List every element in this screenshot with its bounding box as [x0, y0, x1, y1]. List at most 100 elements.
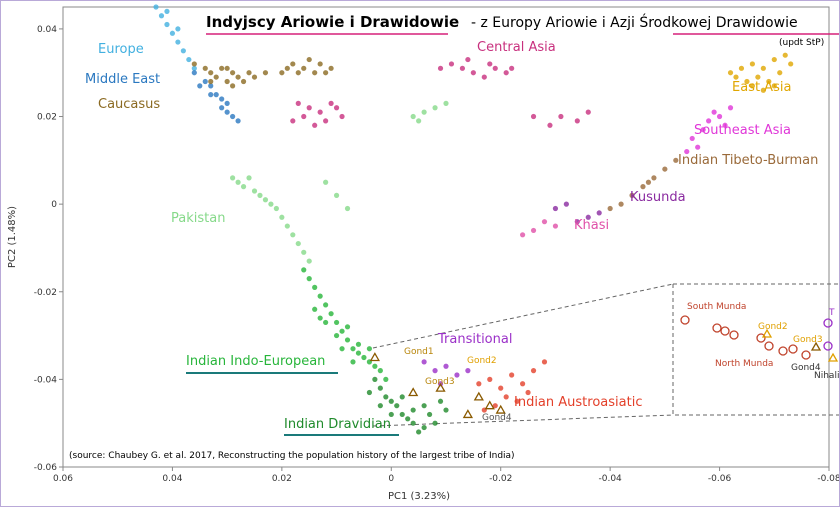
label-kusunda: Kusunda — [630, 190, 686, 205]
scatter-point — [421, 403, 427, 409]
scatter-point — [312, 122, 318, 128]
chart-title-part1: Indyjscy Ariowie i Drawidowie — [206, 13, 459, 31]
scatter-point — [158, 13, 165, 19]
scatter-point — [372, 363, 378, 369]
source-note-bg — [65, 445, 625, 463]
inset-point — [823, 341, 833, 351]
scatter-point — [191, 61, 197, 67]
scatter-point — [509, 65, 515, 71]
scatter-point — [394, 403, 400, 409]
scatter-point — [333, 332, 340, 339]
scatter-point — [421, 359, 427, 365]
scatter-point — [323, 319, 329, 326]
annotation-gond3: Gond3 — [425, 377, 455, 387]
scatter-point — [454, 372, 460, 378]
scatter-point — [328, 65, 334, 71]
y-tick-label: -0.06 — [34, 463, 58, 473]
scatter-point — [520, 381, 526, 387]
scatter-point — [295, 100, 301, 106]
scatter-point — [240, 184, 247, 190]
scatter-point — [224, 109, 230, 115]
x-tick-label: -0.04 — [598, 474, 622, 484]
scatter-point — [640, 184, 646, 190]
label-indian-tibeto-burman: Indian Tibeto-Burman — [678, 153, 818, 168]
scatter-point — [525, 389, 531, 396]
scatter-point — [361, 354, 367, 361]
scatter-point — [246, 70, 252, 76]
scatter-point — [377, 385, 383, 391]
scatter-point — [755, 74, 761, 80]
label-transitional: Transitional — [437, 332, 512, 347]
scatter-point — [366, 346, 372, 352]
scatter-point — [788, 61, 794, 67]
scatter-point — [777, 70, 783, 76]
scatter-point — [240, 78, 247, 85]
scatter-point — [673, 157, 679, 163]
scatter-point — [273, 205, 279, 212]
scatter-point — [366, 389, 372, 396]
scatter-point — [317, 109, 323, 115]
scatter-point — [503, 70, 509, 76]
chart-title-part2: - z Europy Ariowie i Azji Środkowej Draw… — [471, 13, 798, 31]
scatter-point — [405, 416, 411, 422]
scatter-point — [279, 214, 285, 220]
scatter-point — [738, 65, 745, 71]
scatter-point — [224, 100, 230, 106]
scatter-point — [410, 407, 416, 413]
inset-triangle — [761, 328, 773, 338]
x-tick-label: 0 — [388, 474, 394, 484]
scatter-point — [766, 78, 772, 85]
scatter-point — [662, 166, 668, 172]
scatter-point — [323, 70, 329, 76]
scatter-point — [208, 78, 214, 85]
scatter-point — [306, 56, 312, 63]
label-caucasus: Caucasus — [98, 97, 160, 112]
annotation-gond2: Gond2 — [467, 356, 497, 366]
scatter-point — [230, 83, 236, 89]
scatter-point — [208, 92, 214, 98]
label-east-asia: East Asia — [732, 80, 791, 95]
scatter-point — [262, 70, 269, 76]
x-tick-label: 0.04 — [162, 474, 182, 484]
scatter-point — [443, 363, 449, 369]
scatter-point — [219, 65, 225, 71]
x-tick-label: -0.06 — [708, 474, 732, 484]
scatter-point — [514, 398, 520, 404]
scatter-point — [541, 219, 548, 225]
scatter-point — [607, 205, 613, 212]
scatter-point — [312, 306, 318, 312]
scatter-point — [585, 109, 591, 115]
inset-point — [756, 333, 766, 343]
inset-label-gond3: Gond3 — [793, 335, 823, 345]
scatter-point — [251, 188, 258, 194]
scatter-point — [295, 240, 301, 247]
inset-label-nihali: Nihali — [814, 371, 839, 381]
scatter-point — [585, 214, 591, 220]
label-middle-east: Middle East — [85, 72, 160, 87]
scatter-point — [306, 276, 312, 282]
scatter-point — [301, 113, 307, 120]
scatter-point — [443, 100, 449, 106]
x-tick-label: -0.08 — [817, 474, 839, 484]
scatter-point — [645, 179, 652, 185]
x-tick-label: 0.02 — [272, 474, 292, 484]
scatter-point — [437, 65, 444, 71]
y-tick-label: 0.02 — [37, 113, 57, 123]
scatter-point — [689, 135, 695, 142]
scatter-point — [651, 175, 657, 181]
scatter-point — [323, 302, 329, 308]
inset-label-gond4: Gond4 — [791, 363, 821, 373]
axis-ticks: 0.06 0.04 0.02 0 -0.02 -0.04 -0.06 -0.08 0.04 0.0… — [34, 25, 840, 484]
scatter-point — [530, 113, 537, 120]
scatter-point — [213, 92, 219, 98]
scatter-point — [416, 429, 422, 435]
scatter-point — [552, 205, 559, 212]
scatter-point — [279, 70, 285, 76]
scatter-point — [317, 315, 323, 321]
scatter-point — [448, 61, 455, 67]
label-central-asia: Central Asia — [477, 40, 556, 55]
scatter-point — [722, 122, 728, 128]
inset-point — [712, 323, 722, 333]
